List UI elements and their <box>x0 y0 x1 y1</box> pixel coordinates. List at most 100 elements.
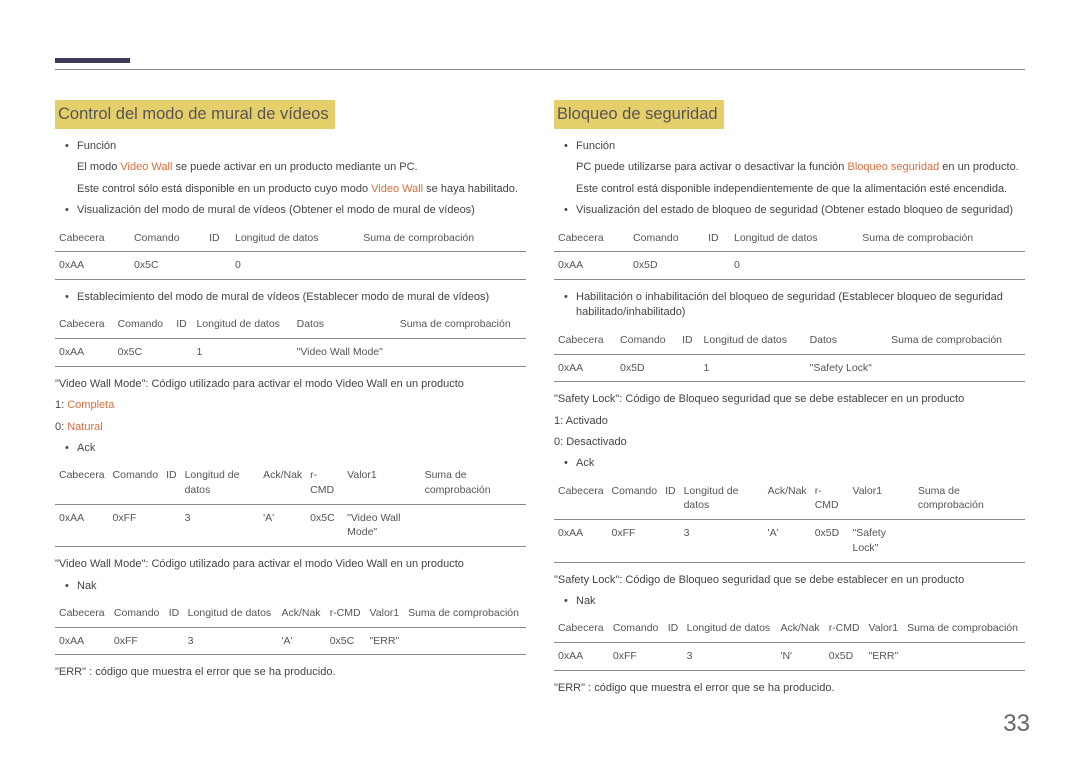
th: ID <box>172 311 192 338</box>
th: Longitud de datos <box>680 478 764 520</box>
td <box>887 354 1025 382</box>
td: 0x5D <box>629 252 704 280</box>
th: r-CMD <box>825 615 865 642</box>
th: Ack/Nak <box>776 615 824 642</box>
th: Cabecera <box>55 225 130 252</box>
td: 0xAA <box>554 520 608 562</box>
td <box>162 504 181 546</box>
th: Cabecera <box>55 311 114 338</box>
text: Este control sólo está disponible en un … <box>77 183 371 195</box>
th: Comando <box>629 225 704 252</box>
th: ID <box>661 478 680 520</box>
th: r-CMD <box>811 478 849 520</box>
left-table-1: Cabecera Comando ID Longitud de datos Su… <box>55 225 526 280</box>
right-table-3: Cabecera Comando ID Longitud de datos Ac… <box>554 478 1025 563</box>
th: Ack/Nak <box>277 600 325 627</box>
right-func-line2: Este control está disponible independien… <box>554 182 1025 197</box>
right-column: Bloqueo de seguridad Función PC puede ut… <box>554 100 1025 702</box>
th: r-CMD <box>306 462 343 504</box>
td: 1 <box>700 354 806 382</box>
th: Suma de comprobación <box>421 462 526 504</box>
right-table-2: Cabecera Comando ID Longitud de datos Da… <box>554 327 1025 382</box>
td: 'A' <box>259 504 306 546</box>
th: Valor1 <box>865 615 904 642</box>
right-err-note: "ERR" : código que muestra el error que … <box>554 681 1025 696</box>
left-func-title: Función <box>77 139 526 154</box>
td <box>678 354 699 382</box>
hl-video-wall2: Video Wall <box>371 183 423 195</box>
right-func-title: Función <box>576 139 1025 154</box>
th: Longitud de datos <box>181 462 260 504</box>
left-desc1: "Video Wall Mode": Código utilizado para… <box>55 377 526 392</box>
td: 'A' <box>277 627 325 655</box>
td: 3 <box>680 520 764 562</box>
left-nak-title: Nak <box>77 579 526 594</box>
left-heading: Control del modo de mural de vídeos <box>55 100 335 129</box>
th: Datos <box>293 311 396 338</box>
td <box>205 252 231 280</box>
th: Cabecera <box>554 478 608 520</box>
th: Suma de comprobación <box>404 600 526 627</box>
th: Valor1 <box>366 600 405 627</box>
td: 'N' <box>776 642 824 670</box>
th: Comando <box>616 327 678 354</box>
right-heading: Bloqueo de seguridad <box>554 100 724 129</box>
td <box>404 627 526 655</box>
text: en un producto. <box>939 161 1019 173</box>
hl-bloqueo: Bloqueo seguridad <box>847 161 939 173</box>
td: 0xFF <box>609 642 664 670</box>
left-table-4: Cabecera Comando ID Longitud de datos Ac… <box>55 600 526 655</box>
td <box>396 339 526 367</box>
right-opt2: 0: Desactivado <box>554 435 1025 450</box>
td: 0xAA <box>55 627 110 655</box>
td <box>359 252 526 280</box>
th: Ack/Nak <box>259 462 306 504</box>
th: Suma de comprobación <box>858 225 1025 252</box>
left-desc2: "Video Wall Mode": Código utilizado para… <box>55 557 526 572</box>
th: ID <box>678 327 699 354</box>
td: 0xAA <box>55 504 109 546</box>
td <box>421 504 526 546</box>
right-set-title: Habilitación o inhabilitación del bloque… <box>576 290 1025 321</box>
td: 0xAA <box>554 252 629 280</box>
th: Valor1 <box>848 478 913 520</box>
td: 0xAA <box>554 354 616 382</box>
td: 3 <box>683 642 777 670</box>
th: Valor1 <box>343 462 420 504</box>
td: "Safety Lock" <box>848 520 913 562</box>
text: 1: <box>55 399 67 411</box>
td: 0x5C <box>306 504 343 546</box>
td: 3 <box>181 504 260 546</box>
th: Longitud de datos <box>730 225 858 252</box>
th: Longitud de datos <box>700 327 806 354</box>
td <box>661 520 680 562</box>
right-view-title: Visualización del estado de bloqueo de s… <box>576 203 1025 218</box>
td <box>858 252 1025 280</box>
th: Cabecera <box>554 225 629 252</box>
td <box>664 642 683 670</box>
th: Comando <box>114 311 173 338</box>
right-table-4: Cabecera Comando ID Longitud de datos Ac… <box>554 615 1025 670</box>
td: 0 <box>730 252 858 280</box>
th: Suma de comprobación <box>359 225 526 252</box>
hl-video-wall: Video Wall <box>120 161 172 173</box>
td: "Video Wall Mode" <box>343 504 420 546</box>
left-opt2: 0: Natural <box>55 420 526 435</box>
left-column: Control del modo de mural de vídeos Func… <box>55 100 526 702</box>
left-opt1: 1: Completa <box>55 398 526 413</box>
td: "Safety Lock" <box>806 354 888 382</box>
left-err-note: "ERR" : código que muestra el error que … <box>55 665 526 680</box>
right-func-line1: PC puede utilizarse para activar o desac… <box>554 160 1025 175</box>
td: "Video Wall Mode" <box>293 339 396 367</box>
th: ID <box>205 225 231 252</box>
th: Longitud de datos <box>231 225 359 252</box>
td: 0xAA <box>55 252 130 280</box>
th: Longitud de datos <box>683 615 777 642</box>
th: Comando <box>130 225 205 252</box>
page-number: 33 <box>1003 707 1030 741</box>
th: ID <box>704 225 730 252</box>
th: Cabecera <box>554 615 609 642</box>
th: Suma de comprobación <box>914 478 1025 520</box>
right-table-1: Cabecera Comando ID Longitud de datos Su… <box>554 225 1025 280</box>
th: ID <box>165 600 184 627</box>
